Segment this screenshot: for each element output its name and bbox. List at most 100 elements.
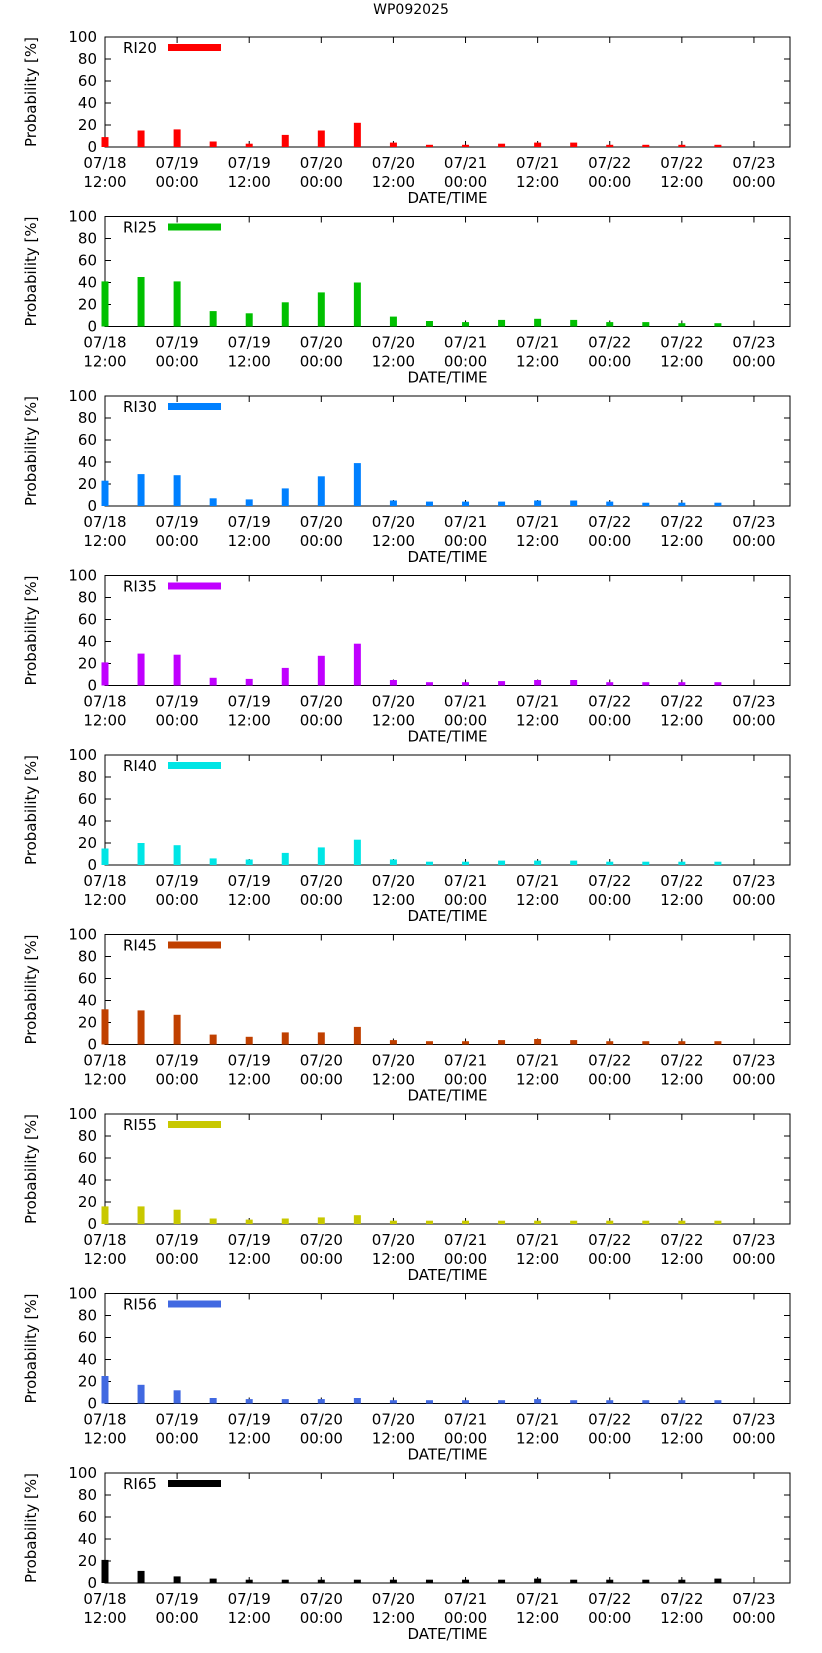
x-tick-label-time: 12:00 bbox=[660, 1250, 703, 1268]
bar-ri55 bbox=[425, 1220, 433, 1224]
y-tick-label: 40 bbox=[78, 1171, 97, 1189]
x-tick-label-time: 12:00 bbox=[516, 173, 559, 191]
bar-ri56 bbox=[389, 1400, 397, 1404]
bar-ri35 bbox=[425, 682, 433, 686]
x-axis-label: DATE/TIME bbox=[407, 728, 487, 746]
bar-ri55 bbox=[389, 1220, 397, 1224]
x-tick-label-time: 12:00 bbox=[83, 1430, 126, 1448]
x-axis-label: DATE/TIME bbox=[407, 369, 487, 387]
x-tick-label-time: 00:00 bbox=[732, 1071, 775, 1089]
x-axis-label: DATE/TIME bbox=[407, 1625, 487, 1643]
x-tick-label-time: 12:00 bbox=[228, 532, 271, 550]
bar-ri20 bbox=[281, 134, 289, 147]
bar-ri65 bbox=[606, 1579, 614, 1583]
x-tick-label-time: 00:00 bbox=[155, 891, 198, 909]
bar-ri25 bbox=[714, 323, 722, 327]
x-tick-label-date: 07/21 bbox=[516, 1052, 559, 1070]
bar-ri65 bbox=[389, 1579, 397, 1583]
bar-ri20 bbox=[570, 142, 578, 147]
x-tick-label-time: 00:00 bbox=[155, 353, 198, 371]
y-tick-label: 0 bbox=[87, 138, 97, 156]
bar-ri25 bbox=[209, 311, 217, 327]
bar-ri20 bbox=[389, 142, 397, 147]
y-axis-label: Probability [%] bbox=[22, 1114, 40, 1224]
x-tick-label-date: 07/18 bbox=[83, 154, 126, 172]
bar-ri45 bbox=[678, 1041, 686, 1045]
page-title: WP092025 bbox=[373, 2, 449, 18]
x-tick-label-time: 00:00 bbox=[732, 1250, 775, 1268]
x-tick-label-date: 07/18 bbox=[83, 334, 126, 352]
bar-ri45 bbox=[462, 1041, 470, 1045]
x-tick-label-time: 00:00 bbox=[588, 1071, 631, 1089]
bar-ri55 bbox=[353, 1215, 361, 1224]
y-axis-label: Probability [%] bbox=[22, 755, 40, 865]
bar-ri45 bbox=[281, 1032, 289, 1045]
bar-ri40 bbox=[498, 860, 506, 865]
y-tick-label: 60 bbox=[78, 431, 97, 449]
bar-ri35 bbox=[498, 681, 506, 686]
x-tick-label-date: 07/22 bbox=[660, 154, 703, 172]
bar-ri56 bbox=[425, 1400, 433, 1404]
y-axis-label: Probability [%] bbox=[22, 1473, 40, 1583]
x-tick-label-date: 07/19 bbox=[228, 513, 271, 531]
y-tick-label: 60 bbox=[78, 72, 97, 90]
bar-ri35 bbox=[462, 682, 470, 686]
bar-ri20 bbox=[353, 122, 361, 147]
bar-ri25 bbox=[317, 292, 325, 327]
x-tick-label-date: 07/23 bbox=[732, 1052, 775, 1070]
x-tick-label-date: 07/22 bbox=[588, 872, 631, 890]
y-tick-label: 100 bbox=[68, 746, 97, 764]
y-tick-label: 0 bbox=[87, 1215, 97, 1233]
y-axis-label: Probability [%] bbox=[22, 396, 40, 506]
bar-ri40 bbox=[245, 859, 253, 865]
x-axis-label: DATE/TIME bbox=[407, 189, 487, 207]
x-tick-label-date: 07/21 bbox=[444, 513, 487, 531]
y-tick-label: 80 bbox=[78, 589, 97, 607]
bar-ri65 bbox=[425, 1579, 433, 1583]
x-tick-label-date: 07/19 bbox=[155, 154, 198, 172]
x-tick-label-date: 07/21 bbox=[444, 693, 487, 711]
x-tick-label-time: 12:00 bbox=[516, 532, 559, 550]
bar-ri45 bbox=[389, 1040, 397, 1045]
plot-frame-ri35 bbox=[104, 575, 791, 686]
bar-ri35 bbox=[606, 682, 614, 686]
bar-ri65 bbox=[173, 1576, 181, 1583]
bar-ri35 bbox=[570, 680, 578, 686]
x-tick-label-date: 07/21 bbox=[516, 1411, 559, 1429]
bar-ri56 bbox=[101, 1376, 109, 1404]
bar-ri30 bbox=[245, 499, 253, 506]
legend-swatch-ri45 bbox=[168, 941, 221, 949]
x-axis-label: DATE/TIME bbox=[407, 548, 487, 566]
x-tick-label-time: 00:00 bbox=[300, 891, 343, 909]
bar-ri56 bbox=[678, 1400, 686, 1404]
x-tick-label-date: 07/19 bbox=[155, 1231, 198, 1249]
bar-ri30 bbox=[317, 476, 325, 506]
bar-ri45 bbox=[137, 1010, 145, 1045]
y-tick-label: 60 bbox=[78, 970, 97, 988]
bar-ri35 bbox=[642, 682, 650, 686]
bar-ri65 bbox=[462, 1579, 470, 1583]
bar-ri56 bbox=[173, 1390, 181, 1404]
x-tick-label-time: 12:00 bbox=[372, 353, 415, 371]
y-tick-label: 20 bbox=[78, 296, 97, 314]
x-tick-label-date: 07/23 bbox=[732, 513, 775, 531]
bar-ri30 bbox=[606, 501, 614, 506]
y-tick-label: 80 bbox=[78, 1127, 97, 1145]
bar-ri45 bbox=[534, 1039, 542, 1045]
x-tick-label-date: 07/22 bbox=[588, 693, 631, 711]
x-tick-label-date: 07/22 bbox=[660, 513, 703, 531]
bar-ri35 bbox=[101, 662, 109, 686]
x-tick-label-date: 07/19 bbox=[155, 872, 198, 890]
y-tick-label: 0 bbox=[87, 1395, 97, 1413]
x-tick-label-time: 12:00 bbox=[83, 173, 126, 191]
bar-ri20 bbox=[137, 130, 145, 147]
x-tick-label-time: 00:00 bbox=[732, 532, 775, 550]
bar-ri20 bbox=[173, 129, 181, 147]
x-tick-label-date: 07/21 bbox=[444, 1590, 487, 1608]
bar-ri65 bbox=[317, 1579, 325, 1583]
y-tick-label: 100 bbox=[68, 1105, 97, 1123]
x-tick-label-date: 07/23 bbox=[732, 1411, 775, 1429]
bar-ri55 bbox=[642, 1220, 650, 1224]
x-tick-label-date: 07/22 bbox=[588, 513, 631, 531]
x-tick-label-time: 12:00 bbox=[660, 173, 703, 191]
